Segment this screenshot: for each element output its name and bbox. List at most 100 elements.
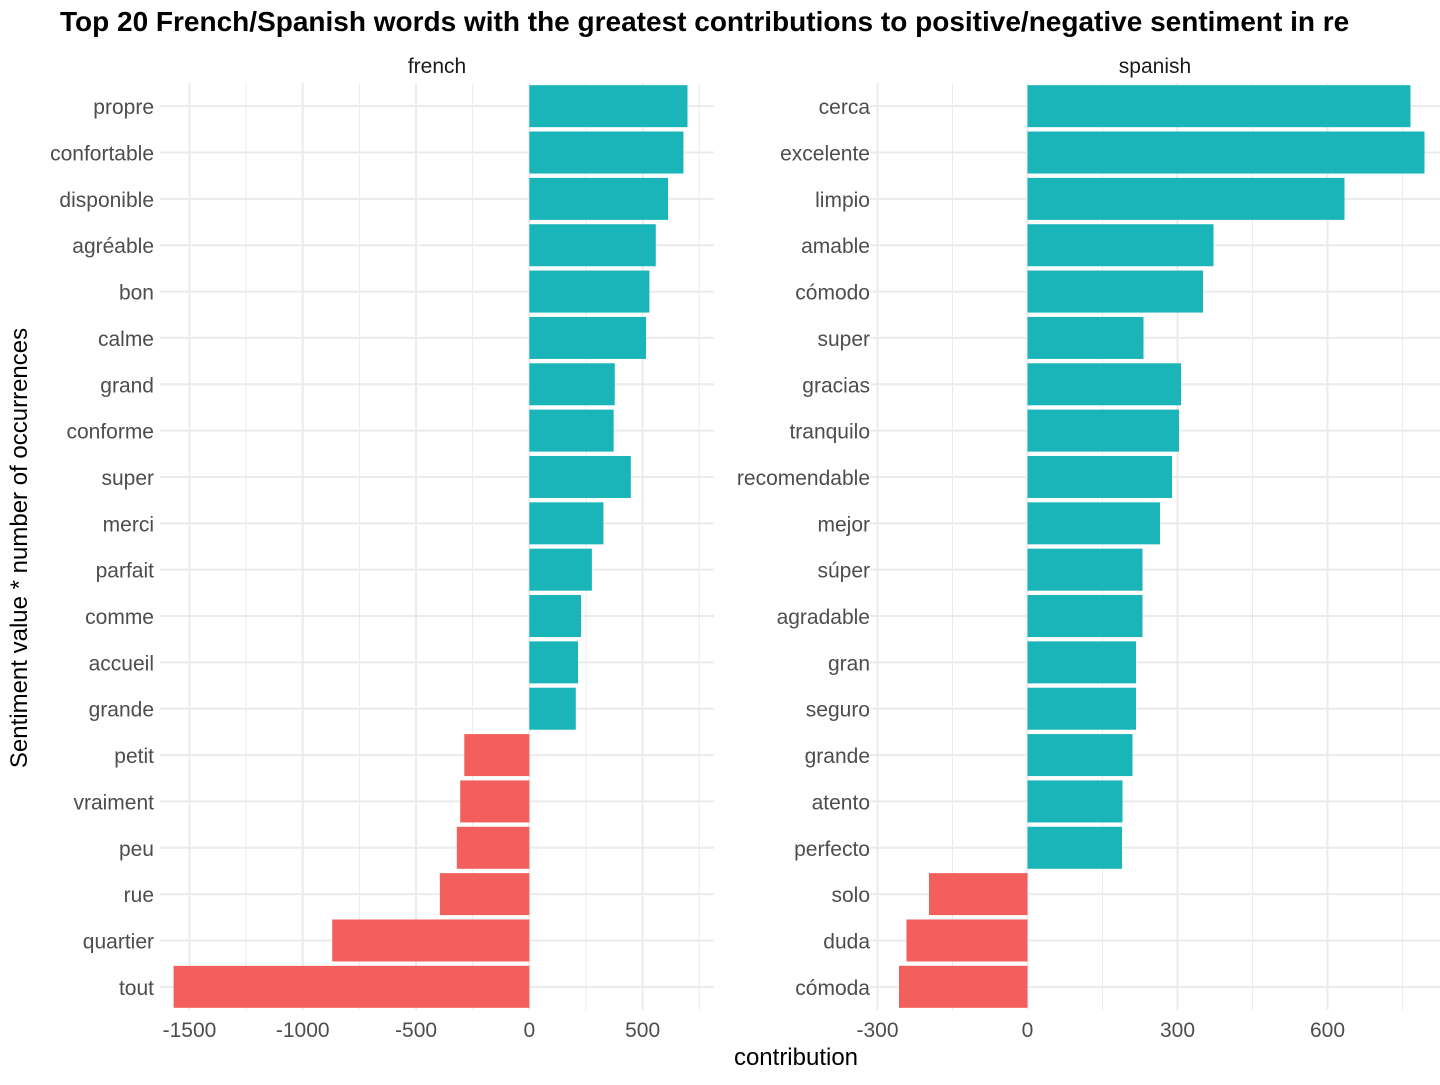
y-tick-label: duda bbox=[823, 930, 870, 953]
bar-french-calme bbox=[529, 316, 647, 359]
bars bbox=[173, 85, 688, 1008]
x-tick-label: 500 bbox=[625, 1019, 660, 1042]
bar-spanish-cómoda bbox=[899, 965, 1028, 1008]
x-tick-labels: -300 0 300 600 bbox=[856, 1019, 1345, 1042]
y-tick-label: tranquilo bbox=[789, 421, 870, 444]
bar-spanish-solo bbox=[929, 873, 1028, 916]
bar-spanish-limpio bbox=[1027, 177, 1345, 220]
y-tick-label: gracias bbox=[802, 374, 870, 397]
y-tick-label: propre bbox=[93, 96, 154, 119]
y-tick-label: gran bbox=[828, 652, 870, 675]
y-tick-label: cómodo bbox=[795, 282, 870, 305]
y-tick-label: disponible bbox=[59, 189, 154, 212]
y-tick-label: perfecto bbox=[794, 838, 870, 861]
y-tick-label: agréable bbox=[72, 235, 154, 258]
bar-spanish-perfecto bbox=[1027, 826, 1122, 869]
bars bbox=[899, 85, 1425, 1008]
facet-panel-french: french propre confortable disponible agréabl… bbox=[50, 55, 714, 1042]
bar-spanish-agradable bbox=[1027, 595, 1143, 638]
bar-spanish-excelente bbox=[1027, 131, 1425, 174]
bar-spanish-tranquilo bbox=[1027, 409, 1179, 452]
y-tick-label: comme bbox=[85, 606, 154, 629]
bar-spanish-gracias bbox=[1027, 363, 1181, 406]
y-tick-label: cerca bbox=[819, 96, 871, 119]
bar-french-super bbox=[529, 455, 631, 498]
bar-spanish-cerca bbox=[1027, 85, 1411, 128]
y-tick-label: grand bbox=[100, 374, 154, 397]
bar-spanish-mejor bbox=[1027, 502, 1160, 545]
bar-french-disponible bbox=[529, 177, 669, 220]
bar-french-grand bbox=[529, 363, 615, 406]
bar-french-grande bbox=[529, 687, 576, 730]
facet-label-spanish: spanish bbox=[1119, 55, 1191, 78]
y-tick-label: super bbox=[817, 328, 870, 351]
bar-french-quartier bbox=[332, 919, 530, 962]
bar-spanish-recomendable bbox=[1027, 455, 1172, 498]
bar-french-parfait bbox=[529, 548, 592, 591]
bar-french-conforme bbox=[529, 409, 614, 452]
x-tick-label: -500 bbox=[395, 1019, 437, 1042]
y-tick-label: grande bbox=[89, 699, 154, 722]
x-tick-label: 300 bbox=[1160, 1019, 1195, 1042]
y-tick-labels: cerca excelente limpio amable cómodo super gra… bbox=[737, 96, 870, 1000]
y-tick-label: vraiment bbox=[73, 791, 154, 814]
bar-french-petit bbox=[464, 734, 530, 777]
y-axis-label: Sentiment value * number of occurrences bbox=[6, 328, 33, 768]
bar-spanish-grande bbox=[1027, 734, 1133, 777]
y-tick-label: tout bbox=[119, 977, 154, 1000]
bar-spanish-duda bbox=[906, 919, 1028, 962]
bar-spanish-súper bbox=[1027, 548, 1143, 591]
y-tick-label: amable bbox=[801, 235, 870, 258]
y-tick-label: súper bbox=[817, 560, 870, 583]
bar-french-tout bbox=[173, 965, 530, 1008]
x-axis-label: contribution bbox=[734, 1044, 858, 1071]
bar-spanish-atento bbox=[1027, 780, 1123, 823]
bar-french-vraiment bbox=[460, 780, 530, 823]
bar-french-agréable bbox=[529, 224, 656, 267]
bar-french-peu bbox=[456, 826, 530, 869]
y-tick-label: grande bbox=[805, 745, 870, 768]
bar-french-confortable bbox=[529, 131, 684, 174]
y-tick-label: merci bbox=[103, 513, 154, 536]
y-tick-label: rue bbox=[124, 884, 154, 907]
y-tick-label: super bbox=[101, 467, 154, 490]
bar-french-accueil bbox=[529, 641, 579, 684]
y-tick-label: quartier bbox=[83, 930, 154, 953]
y-tick-label: recomendable bbox=[737, 467, 870, 490]
x-tick-labels: -1500 -1000 -500 0 500 bbox=[163, 1019, 661, 1042]
y-tick-label: seguro bbox=[806, 699, 870, 722]
bar-french-comme bbox=[529, 595, 581, 638]
y-tick-label: bon bbox=[119, 282, 154, 305]
y-tick-label: conforme bbox=[66, 421, 154, 444]
y-tick-label: solo bbox=[831, 884, 870, 907]
bar-spanish-gran bbox=[1027, 641, 1136, 684]
y-tick-label: mejor bbox=[817, 513, 870, 536]
grid-lines bbox=[160, 83, 714, 1010]
bar-spanish-super bbox=[1027, 316, 1144, 359]
bar-spanish-seguro bbox=[1027, 687, 1136, 730]
chart-title: Top 20 French/Spanish words with the gre… bbox=[60, 6, 1349, 37]
y-tick-label: parfait bbox=[96, 560, 155, 583]
grid-lines bbox=[870, 83, 1440, 1010]
y-tick-label: peu bbox=[119, 838, 154, 861]
y-tick-label: limpio bbox=[815, 189, 870, 212]
bar-spanish-cómodo bbox=[1027, 270, 1203, 313]
y-tick-label: cómoda bbox=[795, 977, 870, 1000]
bar-french-bon bbox=[529, 270, 650, 313]
bar-french-propre bbox=[529, 85, 688, 128]
x-tick-label: -300 bbox=[856, 1019, 898, 1042]
bar-french-rue bbox=[439, 873, 530, 916]
x-tick-label: -1000 bbox=[276, 1019, 330, 1042]
y-tick-label: calme bbox=[98, 328, 154, 351]
bar-spanish-amable bbox=[1027, 224, 1214, 267]
y-tick-labels: propre confortable disponible agréable bon ca… bbox=[50, 96, 154, 1000]
x-tick-label: 0 bbox=[523, 1019, 535, 1042]
y-tick-label: accueil bbox=[89, 652, 154, 675]
x-tick-label: 600 bbox=[1310, 1019, 1345, 1042]
y-tick-label: atento bbox=[812, 791, 870, 814]
bar-french-merci bbox=[529, 502, 604, 545]
y-tick-label: confortable bbox=[50, 143, 154, 166]
x-tick-label: 0 bbox=[1022, 1019, 1034, 1042]
